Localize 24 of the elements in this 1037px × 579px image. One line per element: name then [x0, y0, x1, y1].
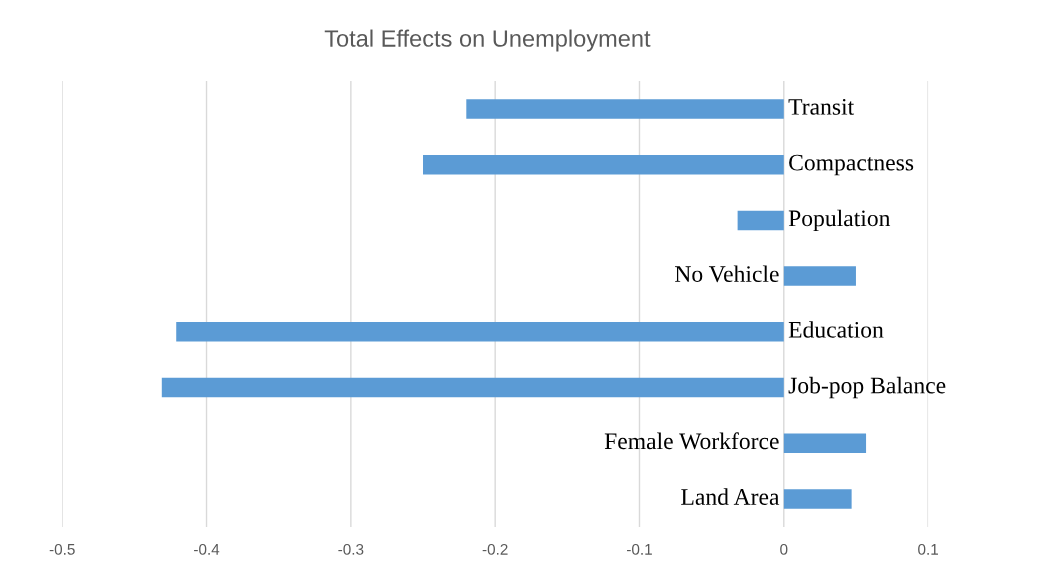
x-tick-label: 0 [780, 543, 788, 555]
y-tick-label: Compactness [789, 154, 914, 176]
bar [423, 154, 784, 175]
chart-title: Total Effects on Unemployment [324, 29, 651, 52]
bar [161, 377, 784, 398]
bar [783, 433, 867, 454]
y-tick-label: Female Workforce [604, 432, 779, 450]
bar [466, 99, 784, 119]
x-tick-label: -0.4 [194, 543, 220, 555]
x-tick-label: 0.1 [918, 543, 938, 555]
y-tick-label: Education [788, 321, 884, 338]
x-tick-label: -0.5 [49, 543, 75, 555]
y-tick-label: Job-pop Balance [788, 376, 946, 399]
bar [783, 266, 856, 286]
y-tick-label: Land Area [681, 488, 780, 505]
y-tick-label: No Vehicle [675, 265, 779, 283]
x-tick-label: -0.2 [482, 543, 508, 555]
x-tick-label: -0.3 [338, 543, 364, 555]
bar [783, 489, 852, 509]
x-tick-label: -0.1 [627, 543, 652, 555]
bar [176, 322, 784, 342]
y-tick-label: Population [788, 209, 891, 232]
bar [737, 210, 784, 231]
y-tick-label: Transit [788, 98, 855, 115]
